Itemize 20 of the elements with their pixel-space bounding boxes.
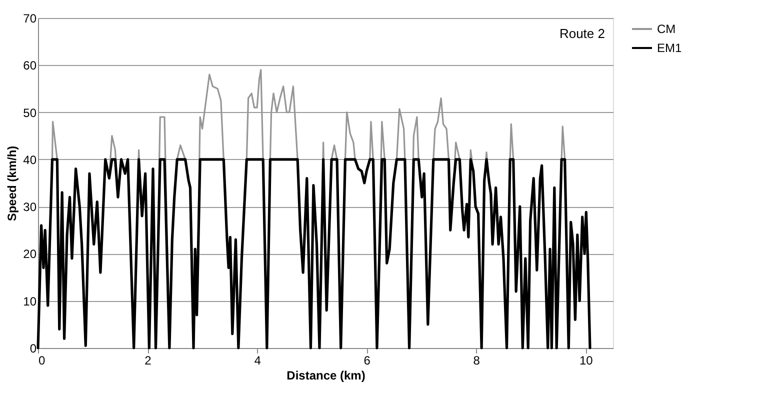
y-tick-label: 70 bbox=[23, 12, 37, 26]
annotation: Route 2 bbox=[559, 26, 605, 41]
legend-label: CM bbox=[657, 22, 676, 36]
y-tick-label: 0 bbox=[30, 342, 37, 356]
x-tick-label: 0 bbox=[38, 354, 46, 368]
x-tick-label: 10 bbox=[579, 354, 594, 368]
y-tick-label: 10 bbox=[23, 294, 37, 308]
x-tick-label: 6 bbox=[364, 354, 371, 368]
y-tick-label: 30 bbox=[23, 200, 37, 214]
legend-label: EM1 bbox=[657, 41, 682, 55]
x-axis-title: Distance (km) bbox=[286, 368, 366, 382]
y-tick-label: 50 bbox=[23, 106, 37, 120]
y-tick-label: 20 bbox=[23, 247, 37, 262]
y-tick-label: 40 bbox=[23, 152, 37, 167]
y-tick-label: 60 bbox=[23, 58, 37, 73]
line-series bbox=[36, 158, 592, 350]
y-axis-title: Speed (km/h) bbox=[5, 146, 20, 222]
x-tick-label: 4 bbox=[254, 354, 262, 368]
x-tick-label: 2 bbox=[144, 354, 152, 368]
x-tick-label: 8 bbox=[473, 354, 480, 368]
